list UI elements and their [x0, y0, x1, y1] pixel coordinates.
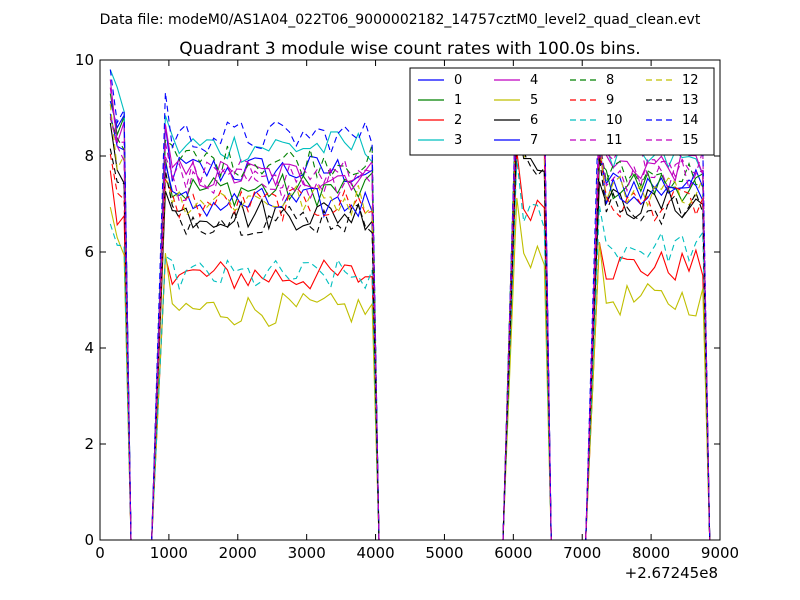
legend-label-15: 15 [682, 133, 699, 148]
series-lines [109, 69, 711, 541]
series-line-13 [109, 134, 711, 541]
chart-title: Quadrant 3 module wise count rates with … [179, 39, 640, 59]
legend-label-8: 8 [606, 73, 614, 88]
legend-label-1: 1 [454, 93, 462, 108]
series-line-0 [109, 80, 711, 541]
y-tick-label: 10 [75, 51, 94, 69]
series-line-14 [109, 69, 711, 541]
series-line-1 [109, 93, 711, 541]
legend-label-0: 0 [454, 73, 462, 88]
legend-label-2: 2 [454, 113, 462, 128]
legend-label-7: 7 [530, 133, 538, 148]
legend-label-12: 12 [682, 73, 699, 88]
legend-label-4: 4 [530, 73, 538, 88]
series-line-15 [109, 90, 711, 541]
y-tick-label: 8 [84, 147, 94, 165]
series-line-10 [109, 159, 711, 541]
legend-label-13: 13 [682, 93, 699, 108]
series-line-6 [109, 121, 711, 541]
legend-label-5: 5 [530, 93, 538, 108]
y-tick-label: 6 [84, 243, 94, 261]
x-tick-label: 6000 [494, 544, 532, 562]
x-axis-ticks: 0 1000 2000 3000 4000 5000 6000 7000 8000 9000 [95, 60, 739, 562]
legend-label-6: 6 [530, 113, 538, 128]
x-tick-label: 4000 [356, 544, 394, 562]
y-tick-label: 2 [84, 435, 94, 453]
x-tick-label: 8000 [632, 544, 670, 562]
legend-label-14: 14 [682, 113, 699, 128]
y-tick-label: 4 [84, 339, 94, 357]
x-tick-label: 3000 [288, 544, 326, 562]
legend-label-10: 10 [606, 113, 623, 128]
legend-box [409, 67, 715, 156]
x-offset-label: +2.67245e8 [625, 564, 718, 582]
plot-frame [99, 59, 721, 541]
x-tick-label: 5000 [425, 544, 463, 562]
series-line-12 [109, 88, 711, 541]
datafile-caption: Data file: modeM0/AS1A04_022T06_90000021… [100, 12, 701, 28]
legend-label-3: 3 [454, 133, 462, 148]
series-line-2 [109, 150, 711, 541]
series-line-5 [109, 197, 711, 541]
x-tick-label: 0 [95, 544, 105, 562]
x-tick-label: 7000 [563, 544, 601, 562]
legend-label-11: 11 [606, 133, 623, 148]
series-line-4 [109, 79, 711, 541]
y-tick-label: 0 [84, 531, 94, 549]
x-tick-label: 1000 [150, 544, 188, 562]
series-line-9 [109, 99, 711, 541]
x-tick-label: 2000 [219, 544, 257, 562]
x-tick-label: 9000 [701, 544, 739, 562]
legend-label-9: 9 [606, 93, 614, 108]
